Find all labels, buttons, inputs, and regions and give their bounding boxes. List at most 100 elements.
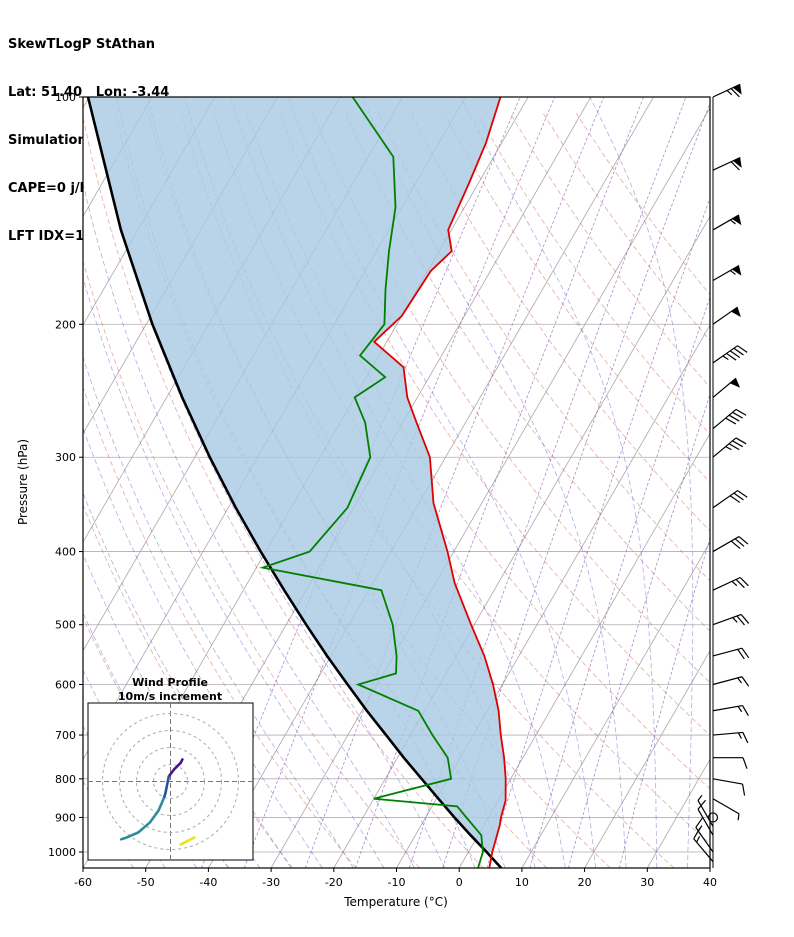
dry-adiabat-line (345, 112, 710, 632)
wind-barb-full (726, 352, 737, 361)
wind-barb-full (730, 540, 741, 550)
hodograph-trace-surface (179, 836, 196, 846)
wind-barb-full (741, 676, 750, 687)
dry-adiabat-line (279, 112, 710, 736)
wind-barb-full (733, 347, 744, 356)
hodograph-subtitle: 10m/s increment (118, 690, 222, 703)
wind-barb-flag (731, 307, 741, 317)
parcel-line (86, 97, 503, 868)
wind-barb-half (697, 794, 703, 801)
chart-title: SkewTLogP StAthan (8, 37, 156, 52)
pressure-tick-label: 600 (55, 679, 76, 692)
wind-barb-flag (732, 157, 742, 168)
pressure-tick-label: 700 (55, 729, 76, 742)
moist-adiabat-line (83, 181, 415, 868)
wind-barbs (693, 83, 750, 868)
hodograph-trace-upper (167, 758, 184, 778)
wind-barb-staff (712, 536, 740, 553)
wind-barb-staff (712, 345, 738, 364)
wind-barb-full (740, 614, 750, 624)
pressure-tick-label: 200 (55, 318, 76, 331)
wind-barb-full (742, 757, 748, 769)
station-coordinates: Lat: 51.40 Lon: -3.44 (8, 85, 170, 100)
wind-barb-flag (729, 378, 741, 388)
temperature-tick-label: -40 (199, 876, 217, 889)
profile-curves (86, 97, 507, 868)
hodograph-ring (119, 730, 222, 833)
moist-adiabat-line (83, 355, 354, 868)
pressure-tick-label: 400 (55, 546, 76, 559)
wind-barb-full (697, 799, 706, 810)
wind-barb-full (729, 495, 741, 503)
wind-barb-full (734, 538, 745, 547)
wind-barb-staff (712, 83, 741, 98)
wind-barb-half (737, 813, 740, 821)
wind-barb-full (735, 578, 745, 589)
wind-barb-staff (712, 647, 743, 657)
wind-barb-full (728, 414, 740, 422)
wind-barb-staff (693, 838, 714, 863)
wind-barb-full (737, 345, 748, 353)
pressure-tick-label: 500 (55, 619, 76, 632)
wind-barb-full (737, 649, 745, 660)
temperature-tick-label: -30 (262, 876, 280, 889)
dewpoint-line (259, 97, 484, 868)
wind-barb-full (695, 817, 704, 828)
hodograph-ring (136, 747, 205, 816)
mixing-ratio-line (243, 97, 556, 868)
temperature-tick-label: -20 (325, 876, 343, 889)
wind-barb-full (729, 350, 741, 359)
temperature-line (372, 97, 507, 868)
x-axis-label: Temperature (°C) (343, 895, 448, 909)
dry-adiabat-line (476, 112, 710, 435)
wind-barb-full (733, 492, 744, 501)
wind-barb-staff (712, 704, 743, 712)
wind-barb-flag (732, 84, 742, 95)
mixing-ratio-line (618, 536, 710, 868)
temperature-tick-label: -60 (74, 876, 92, 889)
isotherm-line (270, 107, 710, 868)
wind-barb-half (732, 617, 738, 623)
wind-barb-staff (712, 437, 737, 458)
pressure-tick-label: 800 (55, 773, 76, 786)
wind-barb-full (732, 440, 743, 448)
moist-adiabat-line (362, 97, 627, 868)
dry-adiabat-line (410, 112, 710, 532)
temperature-tick-label: 10 (515, 876, 529, 889)
wind-barb-staff (712, 731, 743, 736)
wind-barb-half (696, 836, 701, 843)
hodograph-ring (153, 764, 188, 799)
temperature-tick-label: 30 (640, 876, 654, 889)
wind-barb-half (729, 219, 736, 225)
dry-adiabat-line (83, 386, 357, 868)
wind-barb-half (731, 580, 738, 587)
pressure-tick-label: 900 (55, 811, 76, 824)
wind-barb-staff (712, 798, 740, 815)
wind-barb-staff (695, 827, 714, 853)
wind-barb-staff (697, 808, 714, 836)
moist-adiabat-line (83, 276, 385, 868)
hodograph-trace-mid (162, 775, 171, 800)
wind-barb-staff (712, 576, 741, 591)
isotherm-line (521, 541, 710, 868)
wind-barb-full (737, 490, 748, 498)
temperature-tick-label: 40 (703, 876, 717, 889)
wind-barb-staff (712, 676, 743, 686)
wind-barb-flag (732, 214, 742, 226)
mixing-ratio-line (408, 97, 687, 868)
wind-barb-full (728, 443, 740, 451)
moist-adiabat-line (83, 426, 323, 868)
hodograph-ring (102, 713, 239, 850)
moist-adiabat-line (83, 491, 292, 868)
wind-barb-half (737, 705, 743, 713)
moist-adiabat-line (589, 97, 694, 868)
wind-barb-half (737, 677, 743, 684)
wind-barb-half (729, 270, 736, 275)
hodograph-title: Wind Profile (132, 676, 208, 689)
mixing-ratio-line (568, 393, 710, 868)
cape-shading (88, 97, 506, 852)
isotherm-line (83, 97, 90, 109)
